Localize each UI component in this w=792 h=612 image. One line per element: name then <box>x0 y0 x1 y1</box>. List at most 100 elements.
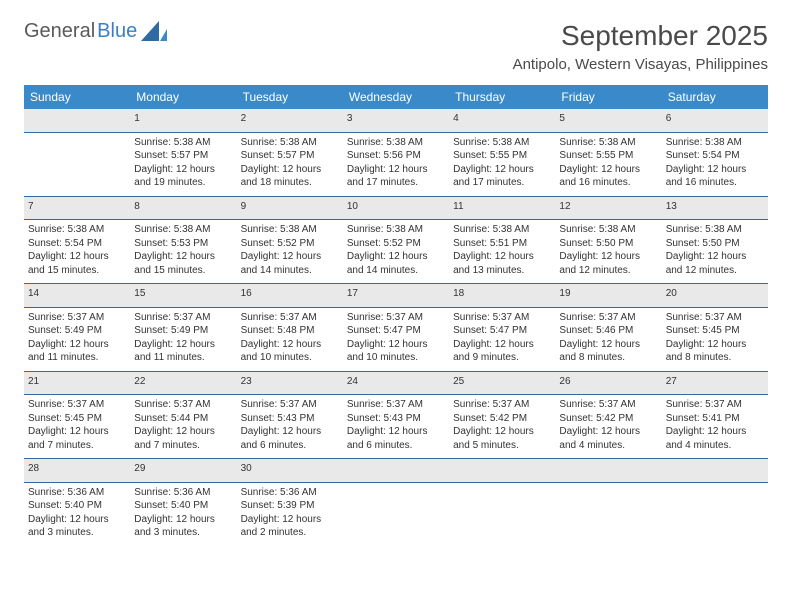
d2-text: and 3 minutes. <box>134 526 232 540</box>
day-info-cell <box>24 132 130 196</box>
sunrise-text: Sunrise: 5:38 AM <box>28 223 126 237</box>
sunset-text: Sunset: 5:46 PM <box>559 324 657 338</box>
day-number-cell <box>24 109 130 132</box>
calendar-table: Sunday Monday Tuesday Wednesday Thursday… <box>24 85 768 546</box>
day-info-cell: Sunrise: 5:36 AMSunset: 5:40 PMDaylight:… <box>130 482 236 546</box>
day-info-cell <box>555 482 661 546</box>
sunrise-text: Sunrise: 5:38 AM <box>241 136 339 150</box>
d1-text: Daylight: 12 hours <box>559 250 657 264</box>
header: GeneralBlue September 2025 Antipolo, Wes… <box>24 20 768 73</box>
day-info-row: Sunrise: 5:37 AMSunset: 5:49 PMDaylight:… <box>24 307 768 371</box>
weekday-header: Sunday <box>24 85 130 109</box>
day-number-cell: 11 <box>449 196 555 220</box>
sunrise-text: Sunrise: 5:38 AM <box>666 223 764 237</box>
day-info-cell: Sunrise: 5:37 AMSunset: 5:49 PMDaylight:… <box>24 307 130 371</box>
d1-text: Daylight: 12 hours <box>28 513 126 527</box>
sunset-text: Sunset: 5:52 PM <box>241 237 339 251</box>
d1-text: Daylight: 12 hours <box>28 250 126 264</box>
day-number-cell: 24 <box>343 371 449 395</box>
sunrise-text: Sunrise: 5:38 AM <box>347 223 445 237</box>
sunrise-text: Sunrise: 5:38 AM <box>453 136 551 150</box>
day-number-cell: 18 <box>449 284 555 308</box>
sunset-text: Sunset: 5:52 PM <box>347 237 445 251</box>
day-info-cell <box>662 482 768 546</box>
day-info-row: Sunrise: 5:37 AMSunset: 5:45 PMDaylight:… <box>24 395 768 459</box>
d2-text: and 17 minutes. <box>347 176 445 190</box>
sunset-text: Sunset: 5:47 PM <box>453 324 551 338</box>
sunset-text: Sunset: 5:49 PM <box>28 324 126 338</box>
day-info-cell: Sunrise: 5:37 AMSunset: 5:49 PMDaylight:… <box>130 307 236 371</box>
brand-logo: GeneralBlue <box>24 20 167 43</box>
sunset-text: Sunset: 5:54 PM <box>28 237 126 251</box>
day-info-cell: Sunrise: 5:37 AMSunset: 5:45 PMDaylight:… <box>24 395 130 459</box>
day-info-cell <box>343 482 449 546</box>
day-number-cell: 5 <box>555 109 661 132</box>
sunrise-text: Sunrise: 5:37 AM <box>559 398 657 412</box>
sunrise-text: Sunrise: 5:36 AM <box>134 486 232 500</box>
sunset-text: Sunset: 5:40 PM <box>28 499 126 513</box>
sunset-text: Sunset: 5:53 PM <box>134 237 232 251</box>
d1-text: Daylight: 12 hours <box>347 338 445 352</box>
day-number-cell: 29 <box>130 459 236 483</box>
d2-text: and 14 minutes. <box>241 264 339 278</box>
calendar-header-row: Sunday Monday Tuesday Wednesday Thursday… <box>24 85 768 109</box>
d2-text: and 11 minutes. <box>134 351 232 365</box>
weekday-header: Saturday <box>662 85 768 109</box>
day-number-row: 282930 <box>24 459 768 483</box>
sunrise-text: Sunrise: 5:38 AM <box>241 223 339 237</box>
day-number-cell: 23 <box>237 371 343 395</box>
day-number-row: 14151617181920 <box>24 284 768 308</box>
weekday-header: Thursday <box>449 85 555 109</box>
weekday-header: Monday <box>130 85 236 109</box>
sunset-text: Sunset: 5:43 PM <box>347 412 445 426</box>
day-number-cell: 10 <box>343 196 449 220</box>
d2-text: and 11 minutes. <box>28 351 126 365</box>
sunset-text: Sunset: 5:50 PM <box>559 237 657 251</box>
day-info-cell: Sunrise: 5:36 AMSunset: 5:39 PMDaylight:… <box>237 482 343 546</box>
d1-text: Daylight: 12 hours <box>241 513 339 527</box>
day-info-cell: Sunrise: 5:37 AMSunset: 5:43 PMDaylight:… <box>237 395 343 459</box>
d2-text: and 9 minutes. <box>453 351 551 365</box>
sunset-text: Sunset: 5:50 PM <box>666 237 764 251</box>
sunrise-text: Sunrise: 5:37 AM <box>28 398 126 412</box>
day-number-cell <box>449 459 555 483</box>
day-number-cell: 7 <box>24 196 130 220</box>
sunrise-text: Sunrise: 5:38 AM <box>559 136 657 150</box>
day-info-cell: Sunrise: 5:38 AMSunset: 5:57 PMDaylight:… <box>237 132 343 196</box>
d2-text: and 5 minutes. <box>453 439 551 453</box>
sunrise-text: Sunrise: 5:38 AM <box>347 136 445 150</box>
day-number-cell: 22 <box>130 371 236 395</box>
day-info-cell: Sunrise: 5:37 AMSunset: 5:42 PMDaylight:… <box>555 395 661 459</box>
sunrise-text: Sunrise: 5:36 AM <box>241 486 339 500</box>
day-number-cell: 16 <box>237 284 343 308</box>
d2-text: and 16 minutes. <box>559 176 657 190</box>
weekday-header: Tuesday <box>237 85 343 109</box>
d1-text: Daylight: 12 hours <box>241 250 339 264</box>
month-title: September 2025 <box>513 20 768 52</box>
day-number-cell <box>662 459 768 483</box>
sunset-text: Sunset: 5:54 PM <box>666 149 764 163</box>
brand-part1: General <box>24 20 95 43</box>
day-info-cell: Sunrise: 5:37 AMSunset: 5:47 PMDaylight:… <box>449 307 555 371</box>
d1-text: Daylight: 12 hours <box>241 425 339 439</box>
sunrise-text: Sunrise: 5:38 AM <box>134 136 232 150</box>
d1-text: Daylight: 12 hours <box>666 163 764 177</box>
day-number-cell: 9 <box>237 196 343 220</box>
sunrise-text: Sunrise: 5:36 AM <box>28 486 126 500</box>
day-number-cell <box>343 459 449 483</box>
day-info-cell: Sunrise: 5:37 AMSunset: 5:43 PMDaylight:… <box>343 395 449 459</box>
d1-text: Daylight: 12 hours <box>28 338 126 352</box>
sunset-text: Sunset: 5:42 PM <box>559 412 657 426</box>
day-number-cell: 30 <box>237 459 343 483</box>
sunrise-text: Sunrise: 5:37 AM <box>241 398 339 412</box>
sunrise-text: Sunrise: 5:37 AM <box>666 311 764 325</box>
sunrise-text: Sunrise: 5:37 AM <box>666 398 764 412</box>
day-number-cell <box>555 459 661 483</box>
day-info-cell: Sunrise: 5:38 AMSunset: 5:50 PMDaylight:… <box>555 220 661 284</box>
d2-text: and 6 minutes. <box>347 439 445 453</box>
d2-text: and 7 minutes. <box>134 439 232 453</box>
d2-text: and 3 minutes. <box>28 526 126 540</box>
day-number-cell: 12 <box>555 196 661 220</box>
d1-text: Daylight: 12 hours <box>347 163 445 177</box>
sunset-text: Sunset: 5:42 PM <box>453 412 551 426</box>
